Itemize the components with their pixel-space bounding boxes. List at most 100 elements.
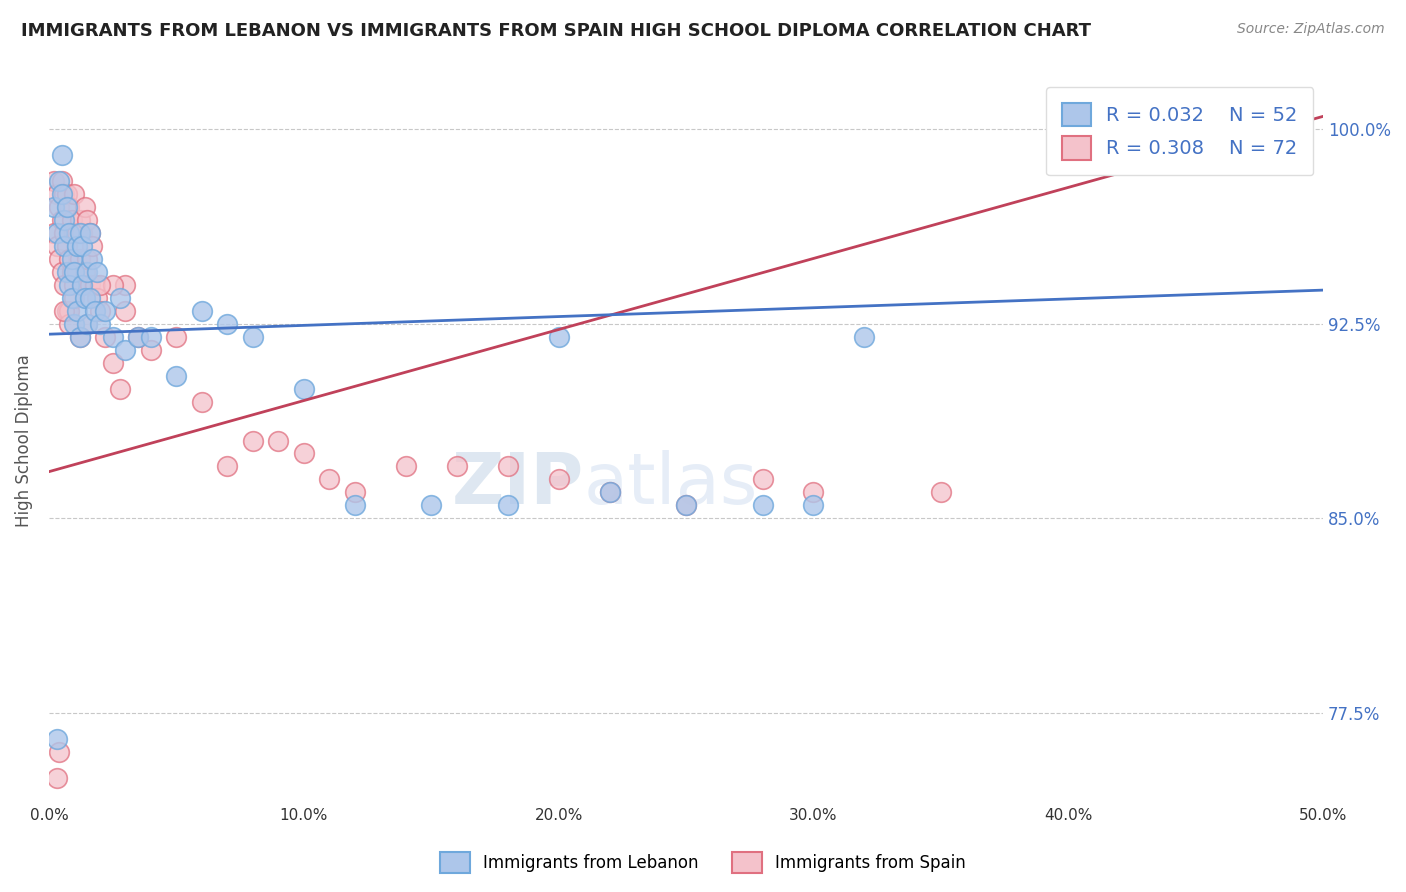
Point: [127, 330, 149, 344]
Point: [242, 434, 264, 448]
Point: [94, 303, 117, 318]
Point: [63, 291, 86, 305]
Point: [217, 459, 239, 474]
Point: [51, 213, 73, 227]
Text: atlas: atlas: [583, 450, 758, 518]
Point: [101, 330, 124, 344]
Point: [547, 472, 569, 486]
Point: [58, 317, 80, 331]
Point: [45, 771, 67, 785]
Point: [48, 252, 70, 266]
Point: [139, 330, 162, 344]
Point: [395, 459, 418, 474]
Point: [89, 303, 111, 318]
Point: [446, 459, 468, 474]
Legend: Immigrants from Lebanon, Immigrants from Spain: Immigrants from Lebanon, Immigrants from…: [433, 846, 973, 880]
Point: [51, 265, 73, 279]
Point: [82, 252, 104, 266]
Y-axis label: High School Diploma: High School Diploma: [15, 354, 32, 527]
Point: [803, 485, 825, 500]
Point: [56, 239, 79, 253]
Point: [82, 239, 104, 253]
Point: [56, 265, 79, 279]
Point: [101, 356, 124, 370]
Point: [51, 187, 73, 202]
Point: [45, 226, 67, 240]
Point: [69, 226, 91, 240]
Point: [58, 226, 80, 240]
Point: [60, 213, 83, 227]
Point: [114, 277, 136, 292]
Point: [70, 239, 93, 253]
Point: [420, 499, 443, 513]
Point: [267, 434, 290, 448]
Point: [292, 446, 315, 460]
Point: [42, 174, 65, 188]
Point: [60, 252, 83, 266]
Point: [60, 265, 83, 279]
Point: [42, 226, 65, 240]
Point: [217, 317, 239, 331]
Point: [73, 200, 96, 214]
Point: [114, 343, 136, 357]
Point: [60, 291, 83, 305]
Point: [63, 226, 86, 240]
Point: [53, 187, 76, 202]
Point: [51, 174, 73, 188]
Point: [83, 277, 105, 292]
Point: [63, 277, 86, 292]
Point: [79, 291, 101, 305]
Point: [76, 265, 98, 279]
Point: [69, 330, 91, 344]
Point: [69, 252, 91, 266]
Point: [56, 187, 79, 202]
Point: [599, 485, 621, 500]
Point: [53, 239, 76, 253]
Point: [69, 330, 91, 344]
Point: [94, 330, 117, 344]
Text: IMMIGRANTS FROM LEBANON VS IMMIGRANTS FROM SPAIN HIGH SCHOOL DIPLOMA CORRELATION: IMMIGRANTS FROM LEBANON VS IMMIGRANTS FR…: [21, 22, 1091, 40]
Point: [292, 382, 315, 396]
Point: [803, 499, 825, 513]
Point: [929, 485, 952, 500]
Point: [48, 745, 70, 759]
Point: [66, 239, 89, 253]
Point: [191, 303, 214, 318]
Point: [63, 187, 86, 202]
Point: [139, 343, 162, 357]
Point: [73, 291, 96, 305]
Point: [79, 226, 101, 240]
Point: [165, 330, 187, 344]
Point: [63, 265, 86, 279]
Point: [45, 187, 67, 202]
Point: [70, 226, 93, 240]
Point: [76, 213, 98, 227]
Point: [1184, 122, 1206, 136]
Point: [58, 252, 80, 266]
Point: [45, 239, 67, 253]
Point: [675, 499, 697, 513]
Point: [56, 303, 79, 318]
Point: [69, 213, 91, 227]
Point: [89, 277, 111, 292]
Point: [343, 485, 366, 500]
Point: [76, 317, 98, 331]
Point: [79, 277, 101, 292]
Point: [53, 303, 76, 318]
Point: [58, 303, 80, 318]
Point: [547, 330, 569, 344]
Point: [127, 330, 149, 344]
Point: [114, 303, 136, 318]
Point: [496, 459, 519, 474]
Point: [53, 226, 76, 240]
Point: [66, 226, 89, 240]
Point: [58, 200, 80, 214]
Point: [70, 277, 93, 292]
Point: [70, 277, 93, 292]
Point: [110, 382, 132, 396]
Point: [48, 174, 70, 188]
Point: [42, 200, 65, 214]
Point: [853, 330, 876, 344]
Point: [496, 499, 519, 513]
Point: [66, 265, 89, 279]
